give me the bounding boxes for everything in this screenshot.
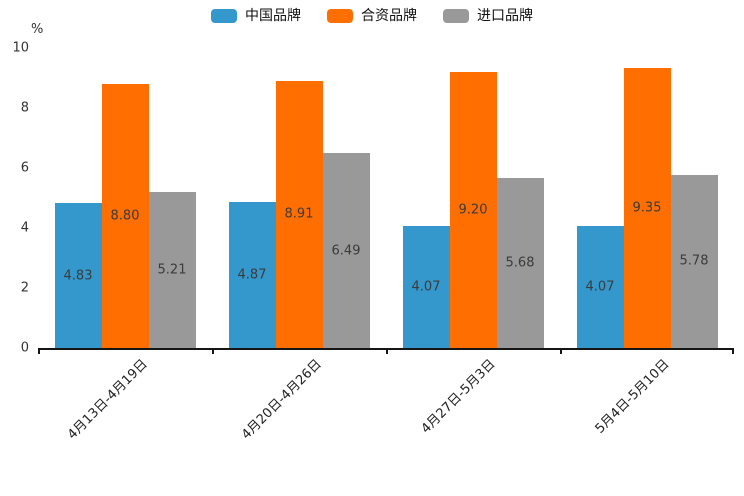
y-axis-tick-label: 8 xyxy=(20,100,29,116)
x-axis-category-label: 4月20日-4月26日 xyxy=(238,356,325,443)
y-axis-unit-label: % xyxy=(31,22,44,37)
bar-value-label: 9.35 xyxy=(632,200,662,216)
x-axis-tick-mark xyxy=(38,348,40,354)
bar-进口品牌-4月27日-5月3日[interactable]: 5.68 xyxy=(496,177,544,348)
bar-value-label: 5.68 xyxy=(505,255,535,271)
bar-进口品牌-4月13日-4月19日[interactable]: 5.21 xyxy=(148,191,196,348)
plot-area: 0 2 4 6 8 10 4.83 4.87 4.07 4.07 8.80 8.91 9.20 9.35 5… xyxy=(12,41,734,443)
bar-value-label: 8.91 xyxy=(284,206,314,222)
x-axis-category-label: 4月27日-5月3日 xyxy=(418,356,499,437)
legend-label: 进口品牌 xyxy=(477,8,533,24)
bar-value-label: 5.21 xyxy=(157,262,187,278)
y-axis-tick-label: 0 xyxy=(20,340,29,356)
bar-中国品牌-4月13日-4月19日[interactable]: 4.83 xyxy=(54,203,102,348)
bar-value-label: 4.07 xyxy=(411,279,441,295)
x-axis-tick-mark xyxy=(386,348,388,354)
legend-label: 中国品牌 xyxy=(245,8,301,24)
bar-中国品牌-4月27日-5月3日[interactable]: 4.07 xyxy=(402,225,450,348)
y-axis-tick-label: 4 xyxy=(20,220,29,236)
bar-value-label: 5.78 xyxy=(679,253,709,269)
bar-合资品牌-4月20日-4月26日[interactable]: 8.91 xyxy=(275,80,323,348)
legend-label: 合资品牌 xyxy=(361,8,417,24)
x-axis-category-label: 4月13日-4月19日 xyxy=(64,356,151,443)
x-axis-tick-mark xyxy=(212,348,214,354)
bar-中国品牌-4月20日-4月26日[interactable]: 4.87 xyxy=(228,201,276,348)
y-axis-tick-label: 10 xyxy=(12,40,29,56)
bar-进口品牌-4月20日-4月26日[interactable]: 6.49 xyxy=(322,153,370,348)
legend-item-joint-venture-brand[interactable]: 合资品牌 xyxy=(327,9,417,23)
legend-item-china-brand[interactable]: 中国品牌 xyxy=(211,9,301,23)
y-axis-tick-label: 6 xyxy=(20,160,29,176)
bar-value-label: 4.87 xyxy=(237,267,267,283)
y-axis-tick-label: 2 xyxy=(20,280,29,296)
bar-value-label: 8.80 xyxy=(110,208,140,224)
bar-合资品牌-4月27日-5月3日[interactable]: 9.20 xyxy=(449,72,497,348)
legend-swatch-joint-venture-brand xyxy=(327,9,353,23)
bar-value-label: 6.49 xyxy=(331,243,361,259)
legend-item-import-brand[interactable]: 进口品牌 xyxy=(443,9,533,23)
x-axis-tick-mark xyxy=(560,348,562,354)
chart-legend: 中国品牌 合资品牌 进口品牌 xyxy=(0,9,744,23)
bar-合资品牌-5月4日-5月10日[interactable]: 9.35 xyxy=(623,67,671,348)
bar-value-label: 4.07 xyxy=(585,279,615,295)
bar-value-label: 9.20 xyxy=(458,202,488,218)
x-axis-tick-mark xyxy=(732,348,734,354)
legend-swatch-china-brand xyxy=(211,9,237,23)
x-axis-category-label: 5月4日-5月10日 xyxy=(592,356,673,437)
bar-进口品牌-5月4日-5月10日[interactable]: 5.78 xyxy=(670,174,718,348)
bar-value-label: 4.83 xyxy=(63,268,93,284)
bar-合资品牌-4月13日-4月19日[interactable]: 8.80 xyxy=(101,84,149,348)
legend-swatch-import-brand xyxy=(443,9,469,23)
bar-中国品牌-5月4日-5月10日[interactable]: 4.07 xyxy=(576,225,624,348)
